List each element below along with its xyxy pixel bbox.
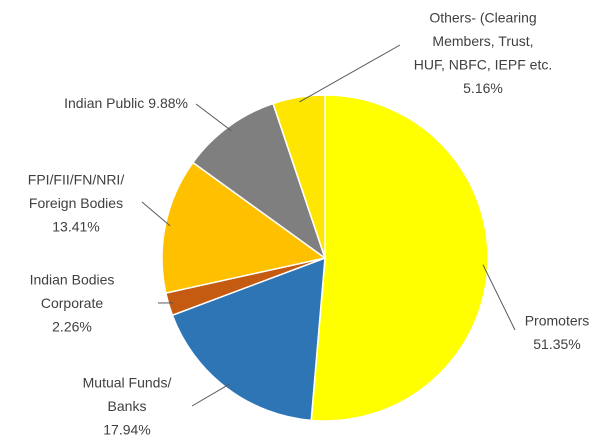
leader-line	[482, 264, 516, 331]
value-label: 51.35%	[533, 336, 580, 352]
pie-slice	[161, 161, 327, 294]
leader-line	[299, 44, 401, 103]
category-label: Mutual Funds/	[83, 375, 172, 391]
value-label: 9.88%	[148, 95, 188, 111]
category-label: Members, Trust,	[432, 33, 533, 49]
leader-line	[141, 201, 171, 227]
pie-slice	[191, 102, 327, 260]
category-label: Foreign Bodies	[29, 195, 123, 211]
category-label: Banks	[108, 398, 147, 414]
leader-line	[195, 103, 232, 132]
category-label: Indian Bodies	[30, 272, 115, 288]
value-label: 17.94%	[103, 422, 150, 438]
pie-slice	[272, 94, 326, 259]
category-label: Indian Public	[64, 95, 144, 111]
category-label: Others- (Clearing	[429, 10, 536, 26]
category-label: Promoters	[525, 313, 590, 329]
category-label: FPI/FII/FN/NRI/	[28, 172, 125, 188]
category-label: Corporate	[41, 295, 103, 311]
value-label: 13.41%	[52, 219, 99, 235]
pie-slice	[171, 256, 326, 422]
value-label: 5.16%	[463, 80, 503, 96]
data-label: Indian Public 9.88%	[64, 95, 188, 111]
category-label: HUF, NBFC, IEPF etc.	[414, 57, 552, 73]
pie-slice	[310, 94, 489, 422]
leader-line	[191, 383, 230, 407]
value-label: 2.26%	[52, 319, 92, 335]
